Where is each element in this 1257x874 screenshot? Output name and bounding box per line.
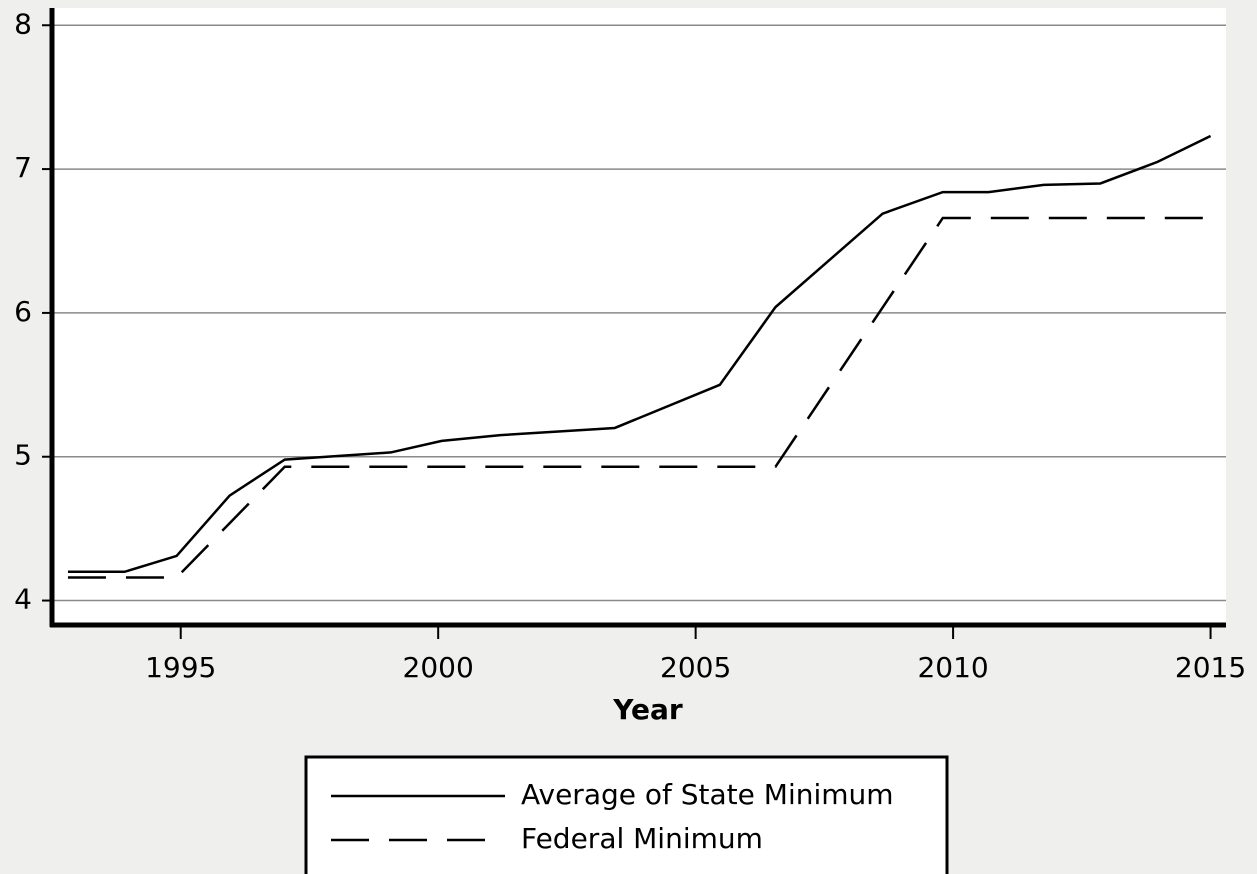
y-tick-label: 8 — [14, 7, 32, 40]
legend-box — [304, 755, 949, 874]
lines — [67, 134, 1212, 579]
y-tick-label: 5 — [14, 439, 32, 472]
x-tick-label: 2010 — [917, 651, 988, 684]
x-axis-title: Year — [612, 693, 683, 726]
grid — [52, 24, 1226, 602]
x-tick-label: 2000 — [403, 651, 474, 684]
x-tick-label: 2015 — [1175, 651, 1246, 684]
series-line — [67, 216, 1211, 579]
y-tick-label: 4 — [14, 583, 32, 616]
legend-label: Federal Minimum — [521, 822, 763, 855]
x-tick-label: 1995 — [145, 651, 216, 684]
plot-area — [52, 8, 1226, 625]
y-tick-label: 7 — [14, 151, 32, 184]
legend: Average of State Minimum Federal Minimum — [331, 778, 894, 855]
legend-label: Average of State Minimum — [521, 778, 894, 811]
x-tick-label: 2005 — [660, 651, 731, 684]
y-tick-label: 6 — [14, 295, 32, 328]
ticks: 4 5 6 7 8 1995 2000 2005 2010 2015 — [14, 7, 1246, 684]
series-line — [67, 134, 1212, 574]
